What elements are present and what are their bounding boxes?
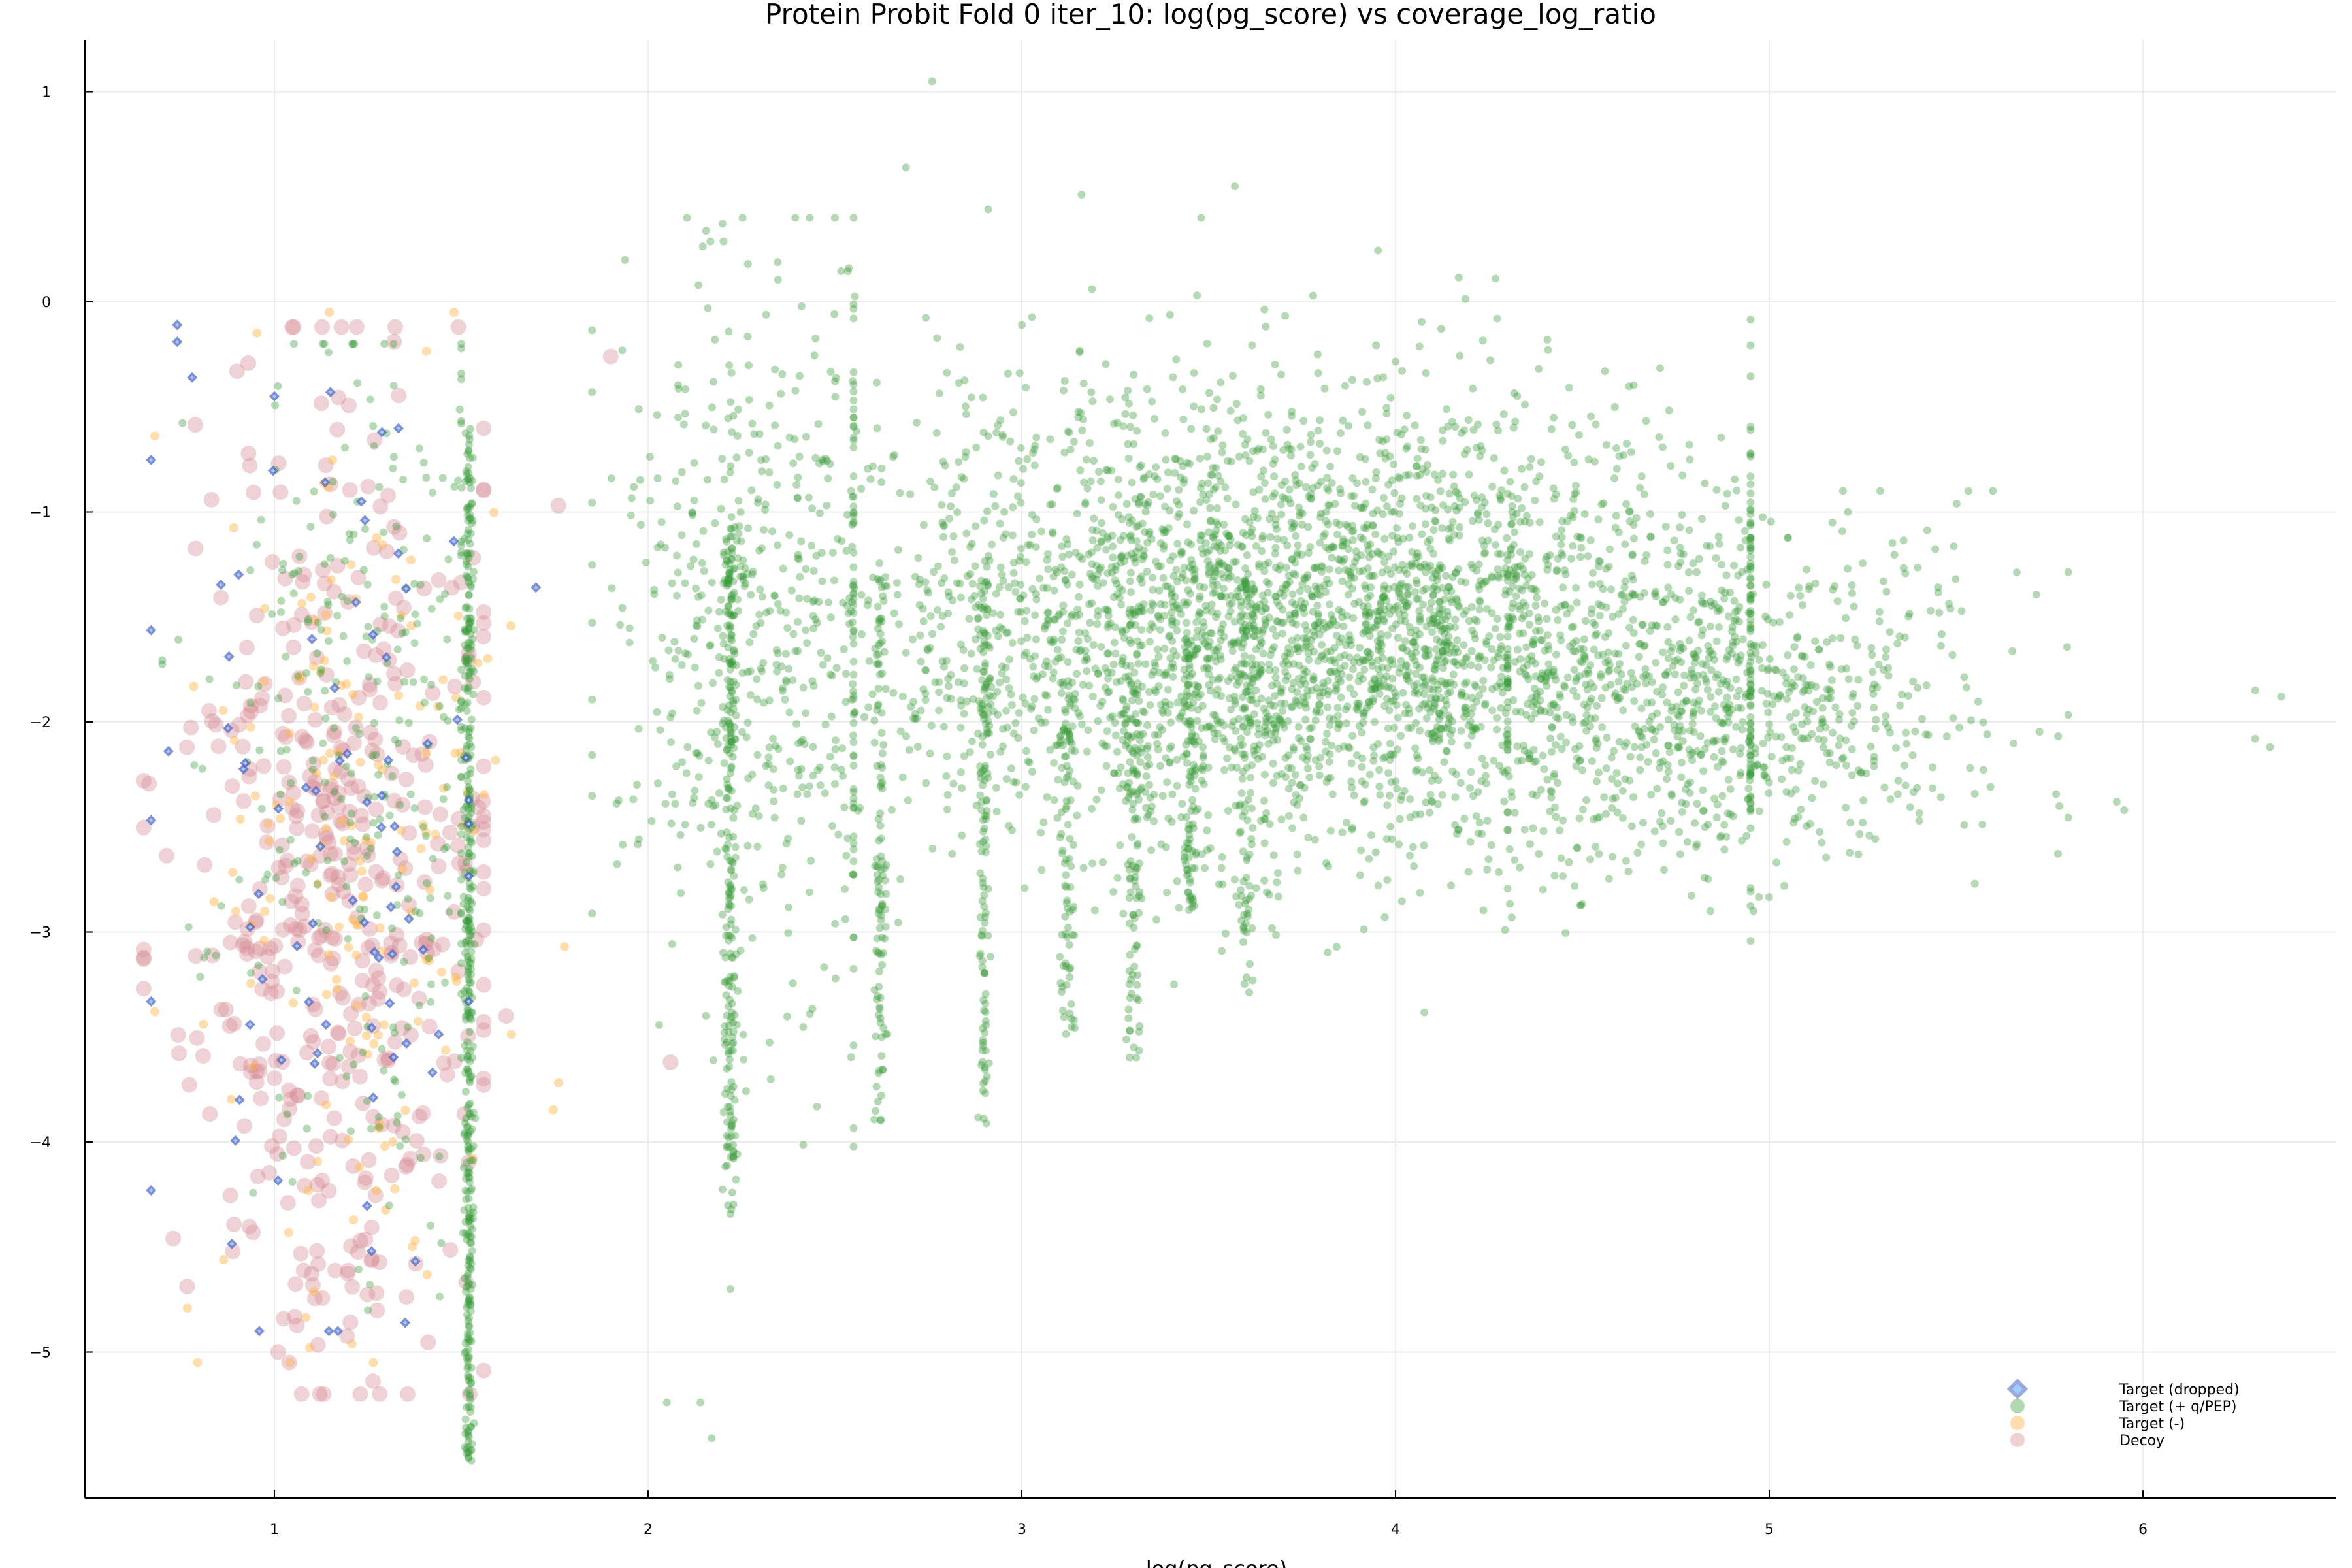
x-tick-label: 4 <box>1391 1522 1400 1538</box>
legend-item-minus: Target (-) <box>2010 1416 2185 1432</box>
decoy-points <box>135 319 679 1402</box>
orange-circle-marker-icon <box>2010 1416 2025 1430</box>
diamond-marker-icon <box>2007 1379 2028 1399</box>
y-tick-label: −4 <box>30 1135 51 1151</box>
data-points <box>135 77 2285 1465</box>
legend-label-dropped: Target (dropped) <box>2119 1382 2240 1398</box>
y-tick-label: 1 <box>42 85 51 101</box>
legend-label-minus: Target (-) <box>2119 1416 2185 1432</box>
x-tick-label: 3 <box>1017 1522 1026 1538</box>
x-tick-label: 5 <box>1765 1522 1774 1538</box>
axis-ticks: 1 2 3 4 5 6 1 0 −1 −2 −3 −4 −5 <box>30 85 2148 1539</box>
legend-item-pass: Target (+ q/PEP) <box>2010 1399 2236 1415</box>
target-minus-points <box>150 308 569 1367</box>
y-tick-label: −2 <box>30 715 51 731</box>
x-tick-label: 6 <box>2138 1522 2148 1538</box>
y-tick-label: −1 <box>30 505 51 521</box>
axes <box>84 40 2336 1499</box>
y-tick-label: 0 <box>42 295 51 311</box>
legend-item-dropped: Target (dropped) <box>2007 1379 2240 1399</box>
x-tick-label: 1 <box>270 1522 279 1538</box>
target-dropped-points <box>146 319 542 1337</box>
legend-item-decoy: Decoy <box>2010 1433 2164 1449</box>
x-axis-label: log(pg_score) <box>1146 1556 1287 1568</box>
pink-circle-marker-icon <box>2010 1433 2025 1447</box>
chart-title: Protein Probit Fold 0 iter_10: log(pg_sc… <box>765 0 1656 30</box>
legend: Target (dropped) Target (+ q/PEP) Target… <box>2007 1379 2240 1449</box>
green-circle-marker-icon <box>2010 1399 2025 1413</box>
grid-lines <box>85 40 2336 1498</box>
y-tick-label: −5 <box>30 1345 51 1362</box>
y-tick-label: −3 <box>30 925 51 941</box>
legend-label-pass: Target (+ q/PEP) <box>2119 1399 2236 1415</box>
legend-label-decoy: Decoy <box>2119 1433 2164 1449</box>
x-tick-label: 2 <box>644 1522 653 1538</box>
